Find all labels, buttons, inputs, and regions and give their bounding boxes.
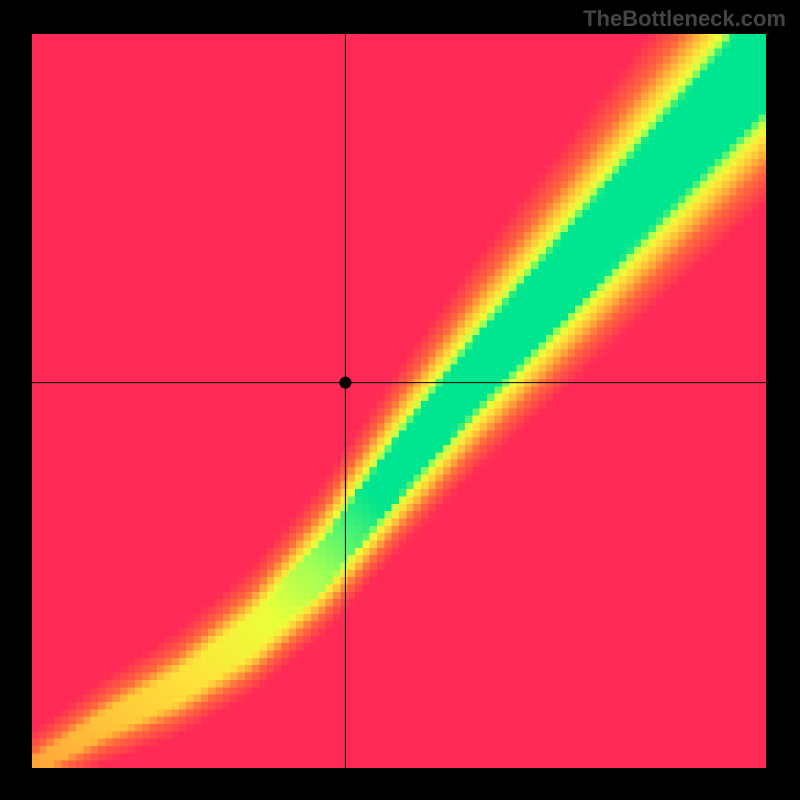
heatmap-canvas [32,34,766,768]
bottleneck-heatmap [32,34,766,768]
watermark-text: TheBottleneck.com [583,6,786,32]
